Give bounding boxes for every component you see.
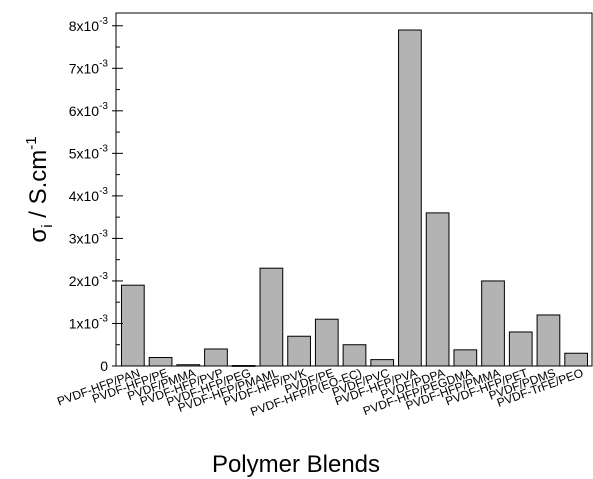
y-tick-label: 5x10-3: [69, 143, 109, 161]
bar-16: [564, 352, 589, 367]
bar-12: [453, 349, 478, 367]
y-tick-label: 6x10-3: [69, 101, 109, 119]
bar-13: [481, 280, 505, 367]
y-axis-symbol: σ: [25, 228, 52, 243]
y-tick-mantissa: 1x10: [69, 315, 100, 331]
bar-6: [287, 335, 311, 367]
y-tick-label: 4x10-3: [69, 186, 109, 204]
bar-10: [398, 29, 422, 367]
y-tick-mantissa: 6x10: [69, 103, 100, 119]
bar-0: [120, 284, 145, 367]
bars-group: [120, 29, 589, 367]
y-tick-exponent: -3: [99, 16, 108, 27]
bar-7: [314, 318, 339, 367]
y-tick-label: 0: [100, 358, 108, 374]
y-tick-mantissa: 5x10: [69, 145, 100, 161]
bar-1: [148, 356, 173, 367]
bar-15: [536, 314, 561, 367]
y-tick-exponent: -3: [99, 58, 108, 69]
y-axis: 01x10-32x10-33x10-34x10-35x10-36x10-37x1…: [69, 16, 123, 374]
bar-5: [259, 267, 284, 367]
y-tick-label: 1x10-3: [69, 313, 109, 331]
bar-3: [204, 348, 228, 367]
y-tick-label: 7x10-3: [69, 58, 109, 76]
y-axis-title: σi / S.cm-1: [23, 136, 56, 242]
y-tick-mantissa: 8x10: [69, 18, 100, 34]
bar-8: [342, 344, 367, 367]
y-tick-mantissa: 7x10: [69, 60, 100, 76]
y-tick-exponent: -3: [99, 271, 108, 282]
y-tick-exponent: -3: [99, 313, 108, 324]
y-tick-exponent: -3: [99, 228, 108, 239]
y-axis-subscript: i: [39, 224, 56, 227]
y-tick-exponent: -3: [99, 186, 108, 197]
bar-14: [508, 331, 533, 367]
y-tick-mantissa: 0: [100, 358, 108, 374]
plot-frame: [115, 12, 593, 367]
y-tick-label: 2x10-3: [69, 271, 109, 289]
y-tick-exponent: -3: [99, 143, 108, 154]
y-tick-mantissa: 2x10: [69, 273, 100, 289]
y-axis-unit-exponent: -1: [23, 136, 40, 149]
y-axis-unit: / S.cm: [25, 150, 52, 225]
y-tick-label: 3x10-3: [69, 228, 109, 246]
bar-9: [370, 359, 395, 367]
x-axis-title: Polymer Blends: [212, 451, 380, 478]
x-axis: PVDF-HFP/PANPVDF-HFP/PEPVDF/PMMAPVDF-HFP…: [55, 365, 585, 419]
y-tick-mantissa: 3x10: [69, 230, 100, 246]
y-tick-exponent: -3: [99, 101, 108, 112]
y-tick-label: 8x10-3: [69, 16, 109, 34]
y-tick-mantissa: 4x10: [69, 188, 100, 204]
bar-11: [425, 212, 450, 367]
